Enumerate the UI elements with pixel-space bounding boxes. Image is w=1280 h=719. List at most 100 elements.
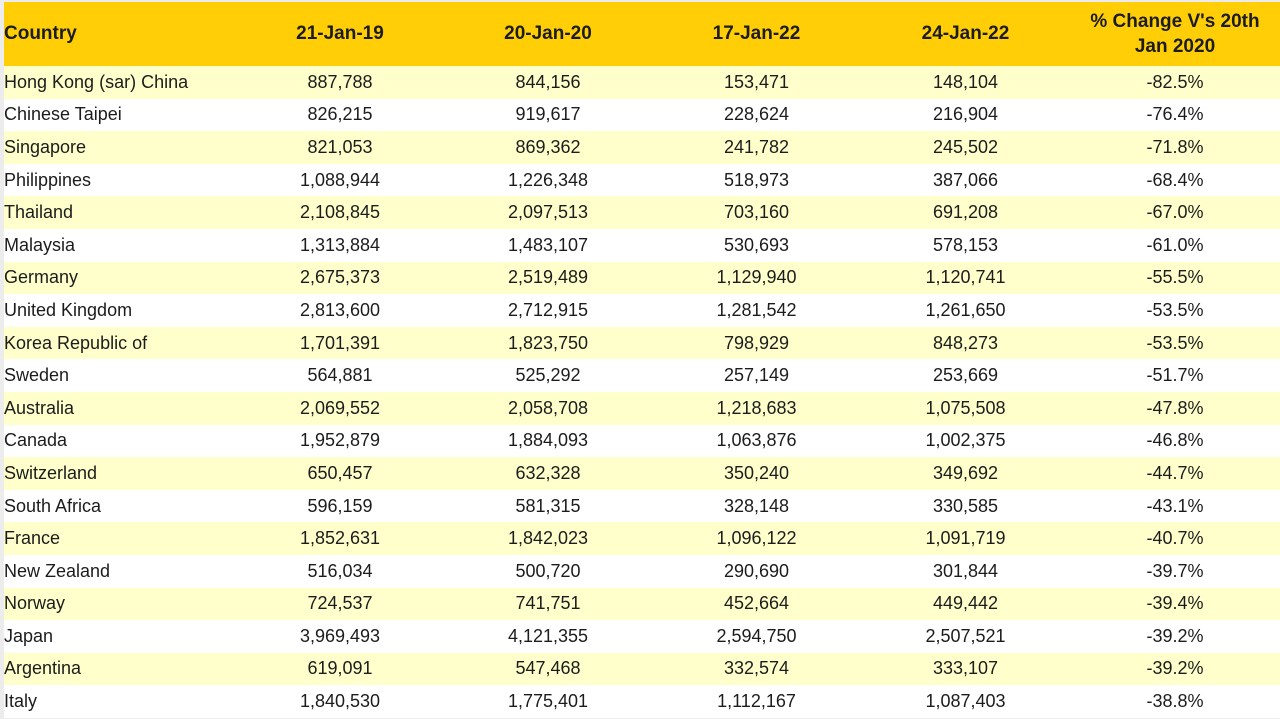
pct-change-cell: -71.8% (1070, 131, 1280, 164)
pct-change-cell: -67.0% (1070, 196, 1280, 229)
value-cell-17-jan-22: 518,973 (652, 163, 861, 197)
pct-change-cell: -61.0% (1070, 228, 1280, 262)
pct-header-line-2: Jan 2020 (1134, 36, 1216, 57)
value-cell-21-jan-19: 1,952,879 (236, 424, 444, 458)
value-cell-20-jan-20: 1,483,107 (444, 228, 652, 262)
value-cell-21-jan-19: 3,969,493 (236, 620, 444, 653)
pct-change-cell: -47.8% (1070, 391, 1280, 425)
column-header-17-jan-22: 17-Jan-22 (652, 2, 861, 66)
value-cell-24-jan-22: 449,442 (861, 587, 1070, 621)
country-cell: Norway (4, 587, 236, 621)
table-body: Hong Kong (sar) China 887,788 844,156 153,4… (4, 66, 1280, 718)
value-cell-21-jan-19: 821,053 (236, 131, 444, 164)
pct-header-line-1: % Change V's 20th (1090, 11, 1260, 32)
country-cell: United Kingdom (4, 294, 236, 327)
value-cell-20-jan-20: 2,097,513 (444, 196, 652, 229)
pct-change-cell: -55.5% (1070, 261, 1280, 295)
value-cell-24-jan-22: 1,002,375 (861, 424, 1070, 458)
value-cell-17-jan-22: 530,693 (652, 228, 861, 262)
value-cell-20-jan-20: 525,292 (444, 359, 652, 392)
country-cell: Korea Republic of (4, 326, 236, 360)
value-cell-24-jan-22: 253,669 (861, 359, 1070, 392)
table-row: Australia 2,069,552 2,058,708 1,218,683 1,07… (4, 391, 1280, 425)
pct-change-cell: -51.7% (1070, 359, 1280, 392)
pct-change-cell: -40.7% (1070, 522, 1280, 555)
table-row: Korea Republic of 1,701,391 1,823,750 798,9… (4, 326, 1280, 360)
value-cell-24-jan-22: 1,091,719 (861, 522, 1070, 555)
table-row: Thailand 2,108,845 2,097,513 703,160 691,208… (4, 196, 1280, 229)
value-cell-20-jan-20: 2,519,489 (444, 261, 652, 295)
value-cell-24-jan-22: 148,104 (861, 66, 1070, 99)
country-cell: New Zealand (4, 554, 236, 588)
value-cell-20-jan-20: 1,775,401 (444, 685, 652, 718)
value-cell-20-jan-20: 500,720 (444, 554, 652, 588)
value-cell-21-jan-19: 2,069,552 (236, 391, 444, 425)
table-header: Country 21-Jan-19 20-Jan-20 17-Jan-22 24… (4, 2, 1280, 66)
table-row: France 1,852,631 1,842,023 1,096,122 1,091,7… (4, 522, 1280, 555)
value-cell-21-jan-19: 2,813,600 (236, 294, 444, 327)
country-cell: Japan (4, 620, 236, 653)
value-cell-21-jan-19: 2,675,373 (236, 261, 444, 295)
table-row: Japan 3,969,493 4,121,355 2,594,750 2,507,52… (4, 620, 1280, 653)
value-cell-24-jan-22: 301,844 (861, 554, 1070, 588)
pct-change-cell: -46.8% (1070, 424, 1280, 458)
pct-change-cell: -39.2% (1070, 620, 1280, 653)
table-row: Hong Kong (sar) China 887,788 844,156 153,4… (4, 66, 1280, 99)
table-row: Malaysia 1,313,884 1,483,107 530,693 578,153… (4, 228, 1280, 262)
value-cell-17-jan-22: 1,218,683 (652, 391, 861, 425)
table-row: South Africa 596,159 581,315 328,148 330,585… (4, 489, 1280, 523)
value-cell-24-jan-22: 578,153 (861, 228, 1070, 262)
country-cell: Philippines (4, 163, 236, 197)
table-row: United Kingdom 2,813,600 2,712,915 1,281,54… (4, 294, 1280, 327)
table-row: Argentina 619,091 547,468 332,574 333,107 -39… (4, 652, 1280, 686)
country-cell: Singapore (4, 131, 236, 164)
value-cell-20-jan-20: 869,362 (444, 131, 652, 164)
value-cell-21-jan-19: 1,840,530 (236, 685, 444, 718)
column-header-pct-change: % Change V's 20th Jan 2020 (1070, 2, 1280, 66)
value-cell-24-jan-22: 245,502 (861, 131, 1070, 164)
value-cell-21-jan-19: 2,108,845 (236, 196, 444, 229)
value-cell-17-jan-22: 332,574 (652, 652, 861, 686)
pct-change-cell: -43.1% (1070, 489, 1280, 523)
value-cell-24-jan-22: 2,507,521 (861, 620, 1070, 653)
value-cell-17-jan-22: 290,690 (652, 554, 861, 588)
value-cell-21-jan-19: 1,701,391 (236, 326, 444, 360)
value-cell-21-jan-19: 887,788 (236, 66, 444, 99)
value-cell-20-jan-20: 1,842,023 (444, 522, 652, 555)
country-cell: Germany (4, 261, 236, 295)
value-cell-24-jan-22: 1,075,508 (861, 391, 1070, 425)
pct-change-cell: -39.2% (1070, 652, 1280, 686)
header-row: Country 21-Jan-19 20-Jan-20 17-Jan-22 24… (4, 2, 1280, 66)
column-header-20-jan-20: 20-Jan-20 (444, 2, 652, 66)
value-cell-21-jan-19: 724,537 (236, 587, 444, 621)
country-traffic-table: Country 21-Jan-19 20-Jan-20 17-Jan-22 24… (4, 2, 1280, 718)
country-cell: South Africa (4, 489, 236, 523)
value-cell-21-jan-19: 650,457 (236, 457, 444, 490)
value-cell-20-jan-20: 2,058,708 (444, 391, 652, 425)
value-cell-24-jan-22: 1,261,650 (861, 294, 1070, 327)
value-cell-17-jan-22: 1,281,542 (652, 294, 861, 327)
value-cell-20-jan-20: 741,751 (444, 587, 652, 621)
value-cell-21-jan-19: 596,159 (236, 489, 444, 523)
value-cell-17-jan-22: 452,664 (652, 587, 861, 621)
country-cell: Switzerland (4, 457, 236, 490)
value-cell-17-jan-22: 153,471 (652, 66, 861, 99)
value-cell-17-jan-22: 350,240 (652, 457, 861, 490)
country-cell: Hong Kong (sar) China (4, 66, 236, 99)
value-cell-17-jan-22: 2,594,750 (652, 620, 861, 653)
value-cell-20-jan-20: 1,823,750 (444, 326, 652, 360)
table-row: Canada 1,952,879 1,884,093 1,063,876 1,002,3… (4, 424, 1280, 458)
column-header-country: Country (4, 2, 236, 66)
pct-change-cell: -38.8% (1070, 685, 1280, 718)
value-cell-17-jan-22: 1,112,167 (652, 685, 861, 718)
value-cell-24-jan-22: 330,585 (861, 489, 1070, 523)
pct-change-cell: -76.4% (1070, 98, 1280, 132)
country-cell: Thailand (4, 196, 236, 229)
column-header-21-jan-19: 21-Jan-19 (236, 2, 444, 66)
value-cell-21-jan-19: 1,088,944 (236, 163, 444, 197)
country-cell: France (4, 522, 236, 555)
value-cell-20-jan-20: 844,156 (444, 66, 652, 99)
value-cell-20-jan-20: 547,468 (444, 652, 652, 686)
value-cell-24-jan-22: 848,273 (861, 326, 1070, 360)
country-cell: Sweden (4, 359, 236, 392)
